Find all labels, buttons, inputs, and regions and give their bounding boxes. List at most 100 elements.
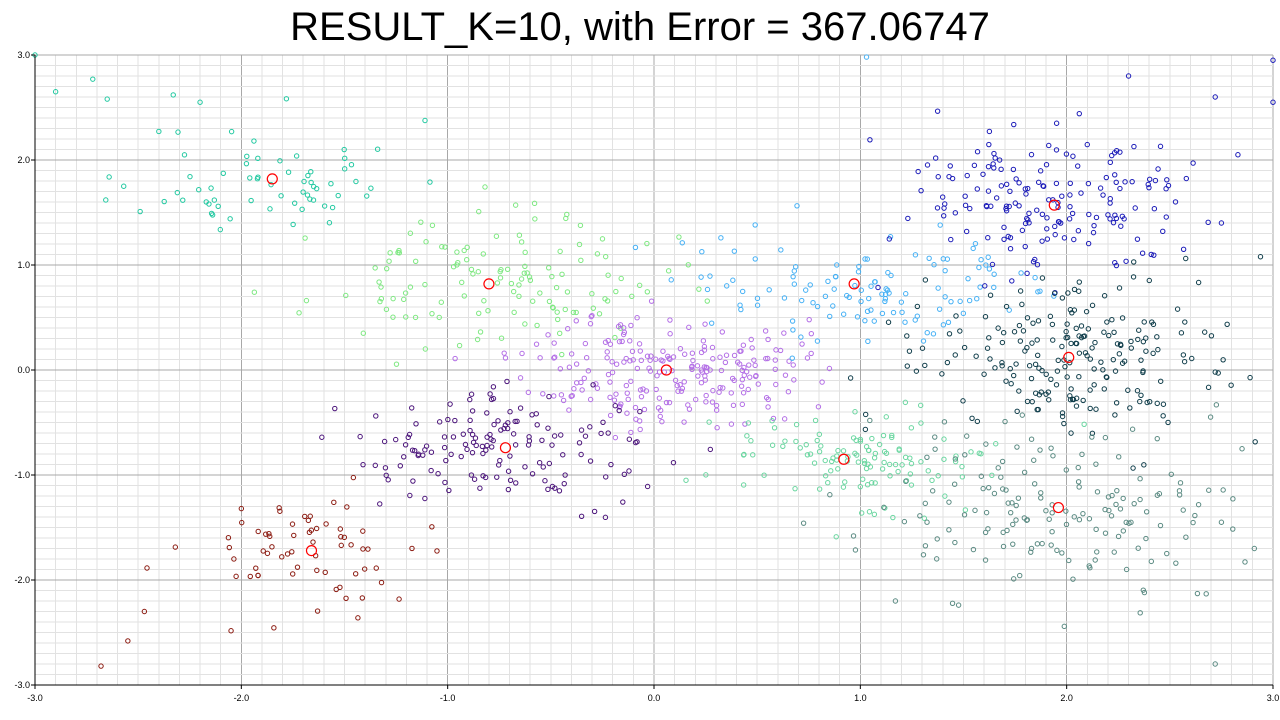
data-point — [778, 247, 784, 253]
data-point — [852, 409, 858, 415]
data-point — [859, 510, 865, 516]
data-point — [1013, 502, 1019, 509]
data-point — [393, 361, 400, 367]
data-point — [740, 452, 747, 458]
data-point — [607, 341, 614, 347]
data-point — [793, 438, 799, 445]
data-point — [508, 280, 515, 287]
data-point — [525, 389, 532, 396]
data-point — [1203, 591, 1209, 597]
data-point — [1173, 560, 1179, 566]
data-point — [903, 478, 909, 484]
data-point — [666, 399, 673, 406]
data-point — [305, 172, 311, 179]
data-point — [637, 387, 644, 393]
data-point — [1020, 328, 1027, 334]
data-point — [879, 291, 885, 297]
data-point — [605, 272, 611, 278]
data-point — [1146, 398, 1153, 405]
data-point — [301, 178, 307, 185]
data-point — [991, 284, 997, 291]
data-point — [942, 493, 948, 499]
data-point — [473, 442, 479, 449]
data-point — [1206, 487, 1212, 493]
data-point — [1039, 238, 1045, 244]
data-point — [1137, 496, 1143, 503]
data-point — [868, 307, 874, 313]
data-point — [1039, 211, 1046, 218]
data-point — [808, 330, 815, 337]
data-point — [800, 520, 807, 526]
data-point — [862, 411, 869, 418]
data-point — [742, 421, 748, 427]
data-point — [1014, 444, 1020, 450]
data-point — [1002, 418, 1008, 425]
data-point — [1128, 338, 1134, 345]
data-point — [986, 484, 992, 491]
data-point — [612, 434, 619, 441]
data-point — [1136, 327, 1142, 333]
data-point — [1015, 495, 1022, 501]
data-point — [494, 280, 501, 286]
data-point — [522, 464, 528, 470]
data-point — [753, 373, 759, 380]
data-point — [319, 434, 325, 440]
data-point — [537, 290, 543, 296]
data-point — [1016, 203, 1022, 209]
data-point — [1047, 313, 1054, 320]
data-point — [620, 331, 627, 338]
data-point — [1022, 243, 1028, 250]
data-point — [1071, 286, 1078, 293]
data-point — [628, 322, 634, 329]
data-point — [577, 222, 584, 229]
data-point — [777, 347, 784, 354]
data-point — [1100, 192, 1106, 198]
data-point — [840, 311, 847, 317]
data-point — [730, 277, 736, 283]
data-point — [308, 168, 314, 175]
data-point — [452, 417, 458, 424]
data-point — [922, 362, 928, 369]
data-point — [361, 566, 368, 572]
data-point — [480, 450, 486, 457]
data-point — [1006, 307, 1012, 313]
data-point — [1071, 236, 1077, 243]
data-point — [862, 426, 869, 433]
data-point — [1087, 387, 1093, 393]
data-point — [780, 443, 786, 450]
data-point — [418, 219, 424, 225]
data-point — [587, 424, 593, 430]
data-point — [1056, 219, 1062, 225]
data-point — [871, 318, 877, 324]
data-point — [737, 302, 743, 308]
data-point — [1158, 378, 1164, 384]
data-point — [830, 303, 836, 309]
data-point — [924, 162, 931, 168]
data-point — [1112, 368, 1119, 374]
data-point — [807, 451, 814, 457]
data-point — [720, 385, 726, 391]
data-point — [231, 556, 237, 562]
data-point — [1112, 412, 1118, 418]
data-point — [341, 166, 348, 172]
data-point — [1182, 319, 1188, 325]
data-point — [637, 426, 643, 433]
data-point — [566, 364, 573, 370]
data-point — [378, 579, 385, 586]
data-point — [1089, 302, 1096, 309]
data-point — [474, 336, 481, 343]
data-point — [1046, 142, 1052, 149]
data-point — [867, 137, 873, 143]
data-point — [412, 258, 419, 264]
data-point — [1183, 175, 1190, 182]
data-point — [648, 298, 655, 304]
data-point — [743, 368, 750, 375]
data-point — [1134, 388, 1141, 394]
data-point — [554, 309, 560, 315]
data-point — [1121, 358, 1128, 364]
data-point — [1071, 514, 1077, 520]
data-point — [889, 432, 895, 439]
data-point — [638, 357, 644, 364]
data-point — [644, 353, 651, 359]
data-point — [343, 292, 349, 299]
